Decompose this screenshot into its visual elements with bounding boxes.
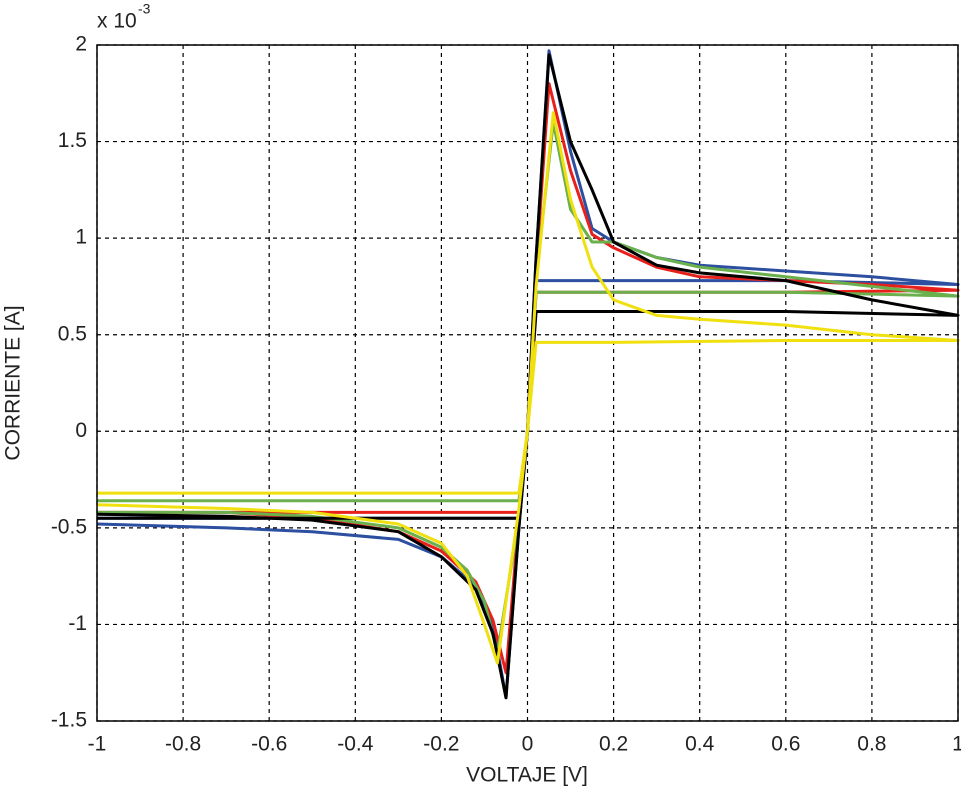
x-tick-label: 0.6 [771,733,800,756]
y-tick-label: -1 [68,612,87,635]
x-axis-label: VOLTAJE [V] [466,764,588,787]
y-tick-label: 2 [75,33,87,56]
y-tick-label: 0 [75,419,87,442]
x-tick-label: 0 [522,733,534,756]
y-tick-label: -1.5 [51,709,87,732]
x-tick-label: 1 [952,733,961,756]
x-tick-label: -0.8 [165,733,201,756]
series-line [96,111,960,665]
series-line [96,53,960,700]
y-multiplier-exponent: -3 [138,1,151,17]
y-axis-label: CORRIENTE [A] [2,305,25,460]
series-line [97,82,960,675]
y-multiplier: x 10 [97,10,137,33]
y-tick-label: 1 [75,226,87,249]
x-tick-label: -0.2 [423,733,459,756]
x-tick-label: 0.2 [599,733,628,756]
x-tick-label: 0.4 [685,733,715,756]
plot-frame [96,44,959,722]
y-tick-label: 1.5 [58,129,87,152]
x-tick-label: -0.6 [251,733,287,756]
x-tick-label: -1 [88,733,107,756]
y-tick-label: 0.5 [58,322,87,345]
x-tick-label: 0.8 [857,733,886,756]
y-tick-label: -0.5 [51,515,87,538]
x-tick-label: -0.4 [337,733,374,756]
